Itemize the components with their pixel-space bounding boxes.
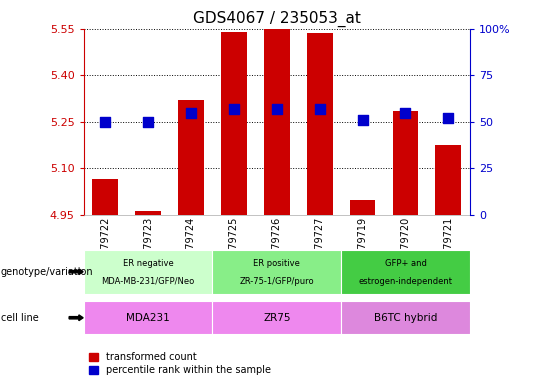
Bar bbox=[393, 111, 418, 215]
Text: B6TC hybrid: B6TC hybrid bbox=[374, 313, 437, 323]
Text: MDA-MB-231/GFP/Neo: MDA-MB-231/GFP/Neo bbox=[102, 277, 195, 286]
Bar bbox=[350, 200, 375, 215]
Bar bbox=[212, 250, 341, 294]
Text: ER negative: ER negative bbox=[123, 259, 173, 268]
Point bbox=[401, 109, 410, 116]
Text: estrogen-independent: estrogen-independent bbox=[359, 277, 453, 286]
Bar bbox=[212, 301, 341, 334]
Point bbox=[144, 119, 152, 125]
Text: MDA231: MDA231 bbox=[126, 313, 170, 323]
Title: GDS4067 / 235053_at: GDS4067 / 235053_at bbox=[193, 11, 361, 27]
Bar bbox=[221, 32, 247, 215]
Text: cell line: cell line bbox=[1, 313, 38, 323]
Point bbox=[230, 106, 238, 112]
Bar bbox=[435, 145, 461, 215]
Bar bbox=[264, 29, 289, 215]
Point bbox=[444, 115, 453, 121]
Bar bbox=[92, 179, 118, 215]
Point bbox=[315, 106, 324, 112]
Point bbox=[358, 117, 367, 123]
Bar bbox=[341, 301, 470, 334]
Point bbox=[101, 119, 110, 125]
Text: ZR75: ZR75 bbox=[263, 313, 291, 323]
Text: ER positive: ER positive bbox=[253, 259, 300, 268]
Bar bbox=[341, 250, 470, 294]
Legend: transformed count, percentile rank within the sample: transformed count, percentile rank withi… bbox=[89, 353, 271, 375]
Point bbox=[187, 109, 195, 116]
Bar bbox=[135, 211, 161, 215]
Bar bbox=[84, 250, 212, 294]
Bar bbox=[307, 33, 333, 215]
Bar bbox=[84, 301, 212, 334]
Bar bbox=[178, 100, 204, 215]
Text: GFP+ and: GFP+ and bbox=[384, 259, 427, 268]
Point bbox=[273, 106, 281, 112]
Text: ZR-75-1/GFP/puro: ZR-75-1/GFP/puro bbox=[239, 277, 314, 286]
Text: genotype/variation: genotype/variation bbox=[1, 266, 93, 277]
